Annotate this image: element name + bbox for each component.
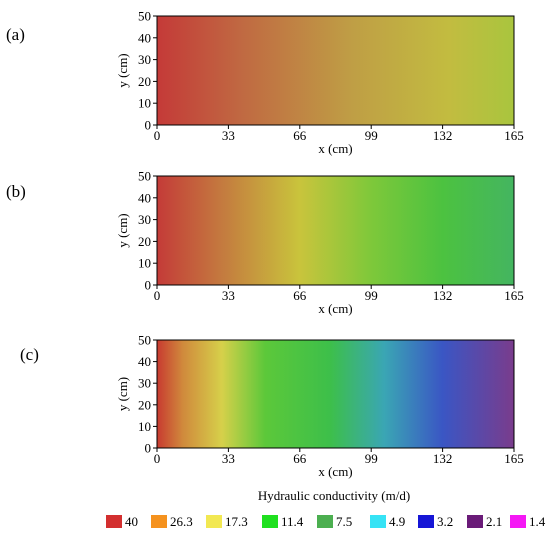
y-tick-label: 40 [138, 354, 151, 369]
y-tick-label: 0 [145, 118, 152, 133]
x-tick-label: 0 [154, 128, 161, 143]
legend-label: 1.4 [529, 514, 546, 529]
x-tick-label: 33 [222, 288, 235, 303]
x-tick-label: 132 [433, 288, 453, 303]
legend-swatch [106, 515, 122, 528]
conductivity-field [157, 176, 514, 285]
y-tick-label: 50 [138, 333, 151, 348]
y-tick-label: 30 [138, 376, 151, 391]
legend-item: 1.4 [510, 514, 546, 529]
legend-swatch [467, 515, 483, 528]
legend: Hydraulic conductivity (m/d) 40 26.3 17.3 1… [106, 488, 546, 529]
legend-item: 26.3 [151, 514, 193, 529]
x-tick-label: 99 [365, 128, 378, 143]
legend-item: 40 [106, 514, 138, 529]
y-tick-label: 0 [145, 278, 152, 293]
legend-title: Hydraulic conductivity (m/d) [258, 488, 410, 503]
legend-swatch [370, 515, 386, 528]
legend-item: 11.4 [262, 514, 304, 529]
y-tick-label: 0 [145, 441, 152, 456]
x-tick-label: 33 [222, 128, 235, 143]
legend-item: 4.9 [370, 514, 405, 529]
y-tick-label: 50 [138, 9, 151, 24]
legend-swatch [151, 515, 167, 528]
panel-3: 0 33 66 99 132 165 0 10 20 30 40 50 x (cm) y (cm) (c) [20, 333, 524, 480]
x-tick-label: 66 [293, 451, 307, 466]
legend-item: 2.1 [467, 514, 502, 529]
legend-label: 11.4 [281, 514, 304, 529]
x-axis-label: x (cm) [318, 464, 352, 479]
y-tick-label: 30 [138, 52, 151, 67]
legend-label: 7.5 [336, 514, 352, 529]
y-axis-label: y (cm) [115, 213, 130, 247]
legend-swatch [418, 515, 434, 528]
panel-label: (b) [6, 182, 26, 201]
y-tick-label: 10 [138, 96, 151, 111]
y-axis-label: y (cm) [115, 377, 130, 411]
x-tick-label: 0 [154, 451, 161, 466]
legend-item: 3.2 [418, 514, 453, 529]
plot-frame [156, 175, 515, 286]
x-tick-label: 99 [365, 451, 378, 466]
x-tick-label: 66 [293, 288, 307, 303]
legend-label: 26.3 [170, 514, 193, 529]
x-tick-label: 33 [222, 451, 235, 466]
x-tick-label: 165 [504, 451, 524, 466]
legend-label: 17.3 [225, 514, 248, 529]
x-tick-label: 132 [433, 128, 453, 143]
panel-label: (a) [6, 25, 25, 44]
conductivity-field [157, 16, 514, 125]
legend-label: 2.1 [486, 514, 502, 529]
x-tick-label: 99 [365, 288, 378, 303]
x-tick-label: 0 [154, 288, 161, 303]
panel-label: (c) [20, 345, 39, 364]
legend-swatch [317, 515, 333, 528]
legend-swatch [206, 515, 222, 528]
y-tick-label: 40 [138, 190, 151, 205]
plot-frame [156, 15, 515, 126]
y-tick-label: 20 [138, 234, 151, 249]
x-axis-label: x (cm) [318, 301, 352, 316]
x-axis-label: x (cm) [318, 141, 352, 156]
legend-label: 40 [125, 514, 138, 529]
x-tick-label: 66 [293, 128, 307, 143]
x-tick-label: 165 [504, 128, 524, 143]
legend-label: 3.2 [437, 514, 453, 529]
y-tick-label: 10 [138, 419, 151, 434]
legend-item: 17.3 [206, 514, 248, 529]
y-tick-label: 10 [138, 256, 151, 271]
panel-2: 0 33 66 99 132 165 0 10 20 30 40 50 x (cm) y (cm) (b) [6, 169, 524, 317]
y-tick-label: 30 [138, 212, 151, 227]
y-tick-label: 20 [138, 74, 151, 89]
panel-1: 0 33 66 99 132 165 0 10 20 30 40 50 x (cm) y (cm) (a) [6, 9, 524, 157]
legend-swatch [510, 515, 526, 528]
legend-item: 7.5 [317, 514, 352, 529]
y-axis-label: y (cm) [115, 53, 130, 87]
x-tick-label: 132 [433, 451, 453, 466]
legend-swatch [262, 515, 278, 528]
legend-label: 4.9 [389, 514, 405, 529]
conductivity-field [157, 340, 514, 448]
plot-frame [156, 339, 515, 449]
y-tick-label: 20 [138, 397, 151, 412]
y-tick-label: 40 [138, 30, 151, 45]
y-tick-label: 50 [138, 169, 151, 184]
x-tick-label: 165 [504, 288, 524, 303]
